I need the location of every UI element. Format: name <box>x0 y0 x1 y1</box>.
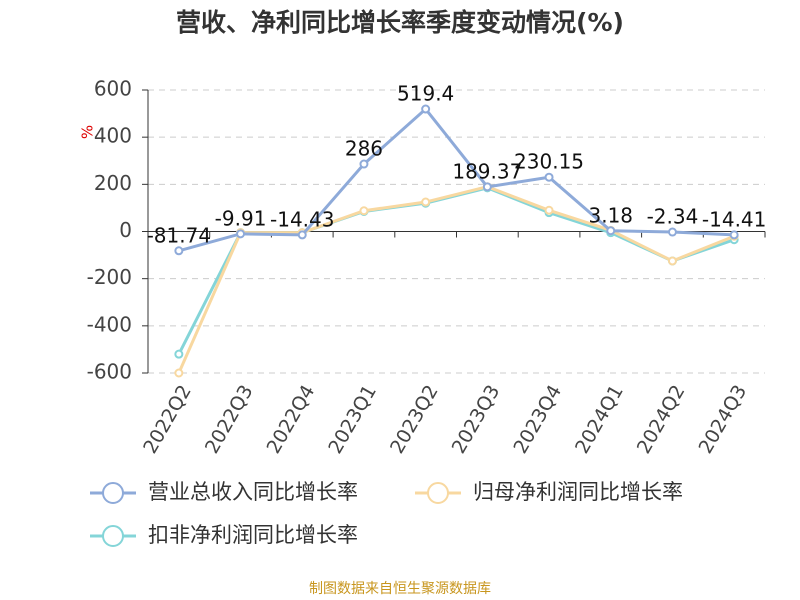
y-tick-label: 400 <box>94 124 132 148</box>
data-label: -2.34 <box>647 205 699 229</box>
data-point <box>421 197 431 207</box>
y-tick-label: -600 <box>87 360 132 384</box>
data-point <box>174 246 184 256</box>
data-label: -14.41 <box>702 207 766 231</box>
legend-label: 营业总收入同比增长率 <box>148 480 358 504</box>
x-tick-label: 2022Q4 <box>263 381 320 457</box>
legend-label: 归母净利润同比增长率 <box>473 480 683 504</box>
data-label: -14.43 <box>270 207 334 231</box>
chart-title: 营收、净利同比增长率季度变动情况(%) <box>176 8 624 37</box>
data-label: 189.37 <box>452 159 522 183</box>
data-label: 3.18 <box>588 203 633 227</box>
data-point <box>359 159 369 169</box>
x-tick-label: 2024Q1 <box>571 381 628 457</box>
x-tick-label: 2023Q3 <box>448 381 505 457</box>
x-tick-label: 2022Q3 <box>201 381 258 457</box>
legend-marker <box>427 482 449 504</box>
data-label: 230.15 <box>514 150 584 174</box>
y-tick-label: 200 <box>94 171 132 195</box>
data-point <box>297 230 307 240</box>
data-point <box>174 349 184 359</box>
x-tick-label: 2023Q4 <box>509 381 566 457</box>
y-tick-label: -200 <box>87 265 132 289</box>
data-point <box>544 172 554 182</box>
data-point <box>667 256 677 266</box>
series-line <box>177 185 735 374</box>
y-tick-label: 600 <box>94 77 132 101</box>
x-tick-label: 2023Q2 <box>386 381 443 457</box>
data-label: 519.4 <box>397 82 454 106</box>
data-point <box>606 226 616 236</box>
data-point <box>236 229 246 239</box>
data-point <box>667 227 677 237</box>
legend-label: 扣非净利润同比增长率 <box>148 523 358 547</box>
legend-marker <box>102 525 124 547</box>
data-label: -9.91 <box>215 206 267 230</box>
data-label: -81.74 <box>147 223 211 247</box>
data-point <box>482 182 492 192</box>
y-tick-label: 0 <box>119 218 132 242</box>
data-point <box>544 205 554 215</box>
source-note: 制图数据来自恒生聚源数据库 <box>309 581 491 597</box>
legend-marker <box>102 482 124 504</box>
data-point <box>359 206 369 216</box>
x-tick-label: 2024Q2 <box>633 381 690 457</box>
x-tick-label: 2023Q1 <box>324 381 381 457</box>
x-tick-label: 2022Q2 <box>139 381 196 457</box>
data-point <box>729 230 739 240</box>
data-point <box>174 368 184 378</box>
y-axis-label: % <box>79 125 97 139</box>
x-tick-label: 2024Q3 <box>694 381 751 457</box>
series-line <box>178 106 735 253</box>
data-point <box>421 104 431 114</box>
y-tick-label: -400 <box>87 312 132 336</box>
data-label: 286 <box>345 137 383 161</box>
